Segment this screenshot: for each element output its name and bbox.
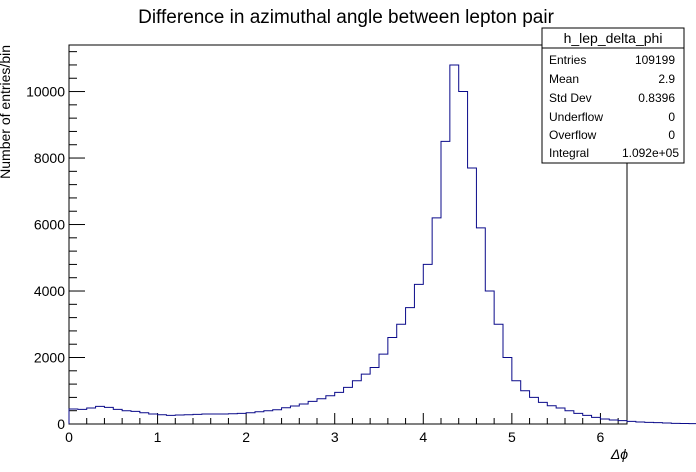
y-tick-label: 8000 <box>34 150 65 166</box>
histogram-series-line <box>68 64 696 425</box>
x-tick-label: 4 <box>419 429 427 445</box>
y-tick-label: 2000 <box>34 350 65 366</box>
stats-value-mean: 2.9 <box>658 72 675 86</box>
x-axis-ticks: 0 1 2 3 4 5 6 <box>65 413 619 445</box>
y-tick-label: 10000 <box>26 84 65 100</box>
y-axis-ticks: 0 2000 4000 6000 8000 10000 <box>26 51 85 432</box>
y-tick-label: 6000 <box>34 217 65 233</box>
chart-title: Difference in azimuthal angle between le… <box>138 7 554 28</box>
stats-value-underflow: 0 <box>668 110 675 124</box>
x-tick-label: 3 <box>331 429 339 445</box>
x-axis-label: Δϕ <box>610 446 628 462</box>
stats-value-entries: 109199 <box>635 53 675 67</box>
stats-label-integral: Integral <box>549 146 589 160</box>
stats-label-mean: Mean <box>549 72 579 86</box>
stats-value-integral: 1.092e+05 <box>622 146 679 160</box>
x-tick-label: 0 <box>65 429 73 445</box>
x-tick-label: 5 <box>508 429 516 445</box>
y-tick-label: 4000 <box>34 283 65 299</box>
stats-value-overflow: 0 <box>668 128 675 142</box>
plot-frame <box>68 44 628 425</box>
x-tick-label: 2 <box>242 429 250 445</box>
stats-value-std-dev: 0.8396 <box>638 91 675 105</box>
stats-label-overflow: Overflow <box>549 128 597 142</box>
y-axis-label: Number of entries/bin <box>0 45 13 179</box>
stats-title: h_lep_delta_phi <box>564 30 663 46</box>
stats-box: h_lep_delta_phi Entries 109199 Mean 2.9 … <box>541 27 685 164</box>
stats-label-underflow: Underflow <box>549 110 603 124</box>
stats-label-std-dev: Std Dev <box>549 91 592 105</box>
stats-box-frame <box>541 27 685 164</box>
x-tick-label: 6 <box>597 429 605 445</box>
stats-label-entries: Entries <box>549 53 586 67</box>
x-tick-label: 1 <box>154 429 162 445</box>
y-tick-label: 0 <box>57 416 65 432</box>
